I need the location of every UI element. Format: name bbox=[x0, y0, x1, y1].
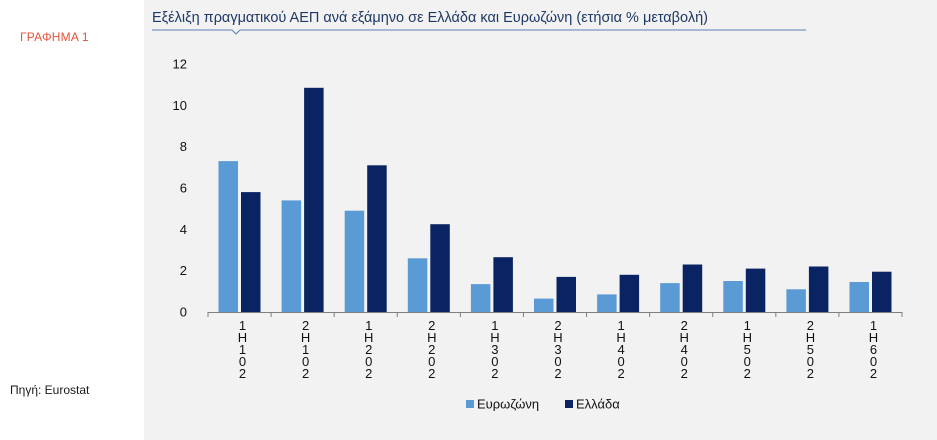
y-tick-label: 6 bbox=[180, 181, 187, 196]
x-tick-label: 2 bbox=[681, 318, 688, 333]
bar-greece bbox=[872, 271, 892, 312]
y-tick-label: 0 bbox=[180, 305, 187, 320]
source-note: Πηγή: Eurostat bbox=[10, 383, 90, 397]
x-tick-label: Η bbox=[869, 330, 878, 345]
bar-eurozone bbox=[660, 283, 680, 312]
x-tick-label: Η bbox=[238, 330, 247, 345]
x-tick-label: 3 bbox=[554, 342, 561, 357]
bar-eurozone bbox=[534, 298, 554, 312]
x-tick-label: Η bbox=[743, 330, 752, 345]
x-tick-label: 1 bbox=[744, 318, 751, 333]
legend-swatch-eurozone bbox=[466, 400, 474, 408]
x-tick-label: 2 bbox=[554, 366, 561, 381]
bar-eurozone bbox=[281, 200, 302, 312]
left-panel: ΓΡΑΦΗΜΑ 1 Πηγή: Eurostat bbox=[0, 0, 128, 440]
x-tick-label: 2 bbox=[744, 366, 751, 381]
legend-label-eurozone: Ευρωζώνη bbox=[477, 397, 539, 412]
x-tick-label: Η bbox=[680, 330, 689, 345]
x-tick-label: 2 bbox=[428, 342, 435, 357]
title-underline bbox=[152, 29, 806, 35]
bar-greece bbox=[682, 264, 703, 312]
bar-eurozone bbox=[786, 289, 806, 312]
x-tick-label: Η bbox=[616, 330, 625, 345]
bar-eurozone bbox=[470, 284, 491, 312]
x-tick-label: 2 bbox=[239, 366, 246, 381]
bar-eurozone bbox=[407, 258, 428, 312]
x-tick-label: 2 bbox=[617, 366, 624, 381]
bar-greece bbox=[493, 257, 513, 312]
bar-eurozone bbox=[344, 210, 365, 312]
x-tick-label: 1 bbox=[870, 318, 877, 333]
x-tick-label: 2 bbox=[428, 318, 435, 333]
x-tick-label: 0 bbox=[870, 354, 877, 369]
x-tick-label: 5 bbox=[807, 342, 814, 357]
bar-greece bbox=[304, 87, 324, 312]
x-tick-label: 2 bbox=[365, 366, 372, 381]
legend-swatch-greece bbox=[565, 400, 573, 408]
legend: Ευρωζώνη Ελλάδα bbox=[466, 397, 620, 412]
x-tick-label: 1 bbox=[302, 342, 309, 357]
bar-greece bbox=[808, 266, 829, 312]
x-tick-label: 2 bbox=[681, 366, 688, 381]
x-tick-label: 0 bbox=[807, 354, 814, 369]
bar-greece bbox=[367, 165, 387, 312]
x-tick-label: Η bbox=[364, 330, 373, 345]
x-tick-label: 4 bbox=[617, 342, 624, 357]
x-tick-label: 0 bbox=[428, 354, 435, 369]
x-tick-label: 2 bbox=[807, 366, 814, 381]
x-tick-label: 3 bbox=[491, 342, 498, 357]
x-tick-label: 2 bbox=[491, 366, 498, 381]
y-tick-label: 10 bbox=[173, 98, 187, 113]
chart-title: Εξέλιξη πραγματικού ΑΕΠ ανά εξάμηνο σε Ε… bbox=[152, 10, 708, 26]
chart-panel bbox=[144, 0, 937, 440]
bar-eurozone bbox=[218, 161, 238, 312]
x-tick-label: 0 bbox=[491, 354, 498, 369]
x-tick-label: Η bbox=[427, 330, 436, 345]
x-tick-label: 1 bbox=[239, 318, 246, 333]
bar-series bbox=[218, 87, 892, 312]
x-tick-label: 0 bbox=[744, 354, 751, 369]
x-tick-label: 1 bbox=[491, 318, 498, 333]
x-tick-label: 0 bbox=[681, 354, 688, 369]
x-tick-label: 5 bbox=[744, 342, 751, 357]
chart-number-label: ΓΡΑΦΗΜΑ 1 bbox=[20, 30, 89, 44]
x-tick-label: 2 bbox=[870, 366, 877, 381]
bar-eurozone bbox=[597, 294, 617, 312]
x-tick-label: Η bbox=[490, 330, 499, 345]
x-tick-label: 2 bbox=[302, 318, 309, 333]
x-tick-label: 0 bbox=[302, 354, 309, 369]
y-tick-label: 12 bbox=[173, 57, 187, 72]
x-tick-label: 1 bbox=[239, 342, 246, 357]
x-tick-label: 6 bbox=[870, 342, 877, 357]
x-tick-label: 0 bbox=[239, 354, 246, 369]
x-tick-label: Η bbox=[806, 330, 815, 345]
x-tick-label: 4 bbox=[681, 342, 688, 357]
x-tick-label: 1 bbox=[617, 318, 624, 333]
x-tick-label: 2 bbox=[554, 318, 561, 333]
bar-eurozone bbox=[723, 281, 743, 312]
y-tick-label: 4 bbox=[180, 222, 187, 237]
y-axis: 0 2 4 6 8 10 12 bbox=[173, 57, 187, 320]
x-tick-label: 1 bbox=[365, 318, 372, 333]
bar-greece bbox=[556, 276, 576, 312]
bar-greece bbox=[430, 224, 450, 312]
bar-eurozone bbox=[849, 282, 869, 312]
x-tick-label: 2 bbox=[428, 366, 435, 381]
x-tick-label: 2 bbox=[302, 366, 309, 381]
x-tick-label: 2 bbox=[365, 342, 372, 357]
x-tick-label: 0 bbox=[554, 354, 561, 369]
x-tick-label: 2 bbox=[807, 318, 814, 333]
x-tick-label: 0 bbox=[617, 354, 624, 369]
bar-greece bbox=[241, 192, 261, 312]
legend-label-greece: Ελλάδα bbox=[576, 397, 620, 412]
x-tick-label: 0 bbox=[365, 354, 372, 369]
y-tick-label: 2 bbox=[180, 263, 187, 278]
y-tick-label: 8 bbox=[180, 139, 187, 154]
x-tick-label: Η bbox=[553, 330, 562, 345]
x-axis: 1Η1022Η1021Η2022Η2021Η3022Η3021Η4022Η402… bbox=[207, 312, 903, 381]
bar-greece bbox=[745, 268, 766, 312]
bar-greece bbox=[619, 274, 640, 312]
x-tick-label: Η bbox=[301, 330, 310, 345]
